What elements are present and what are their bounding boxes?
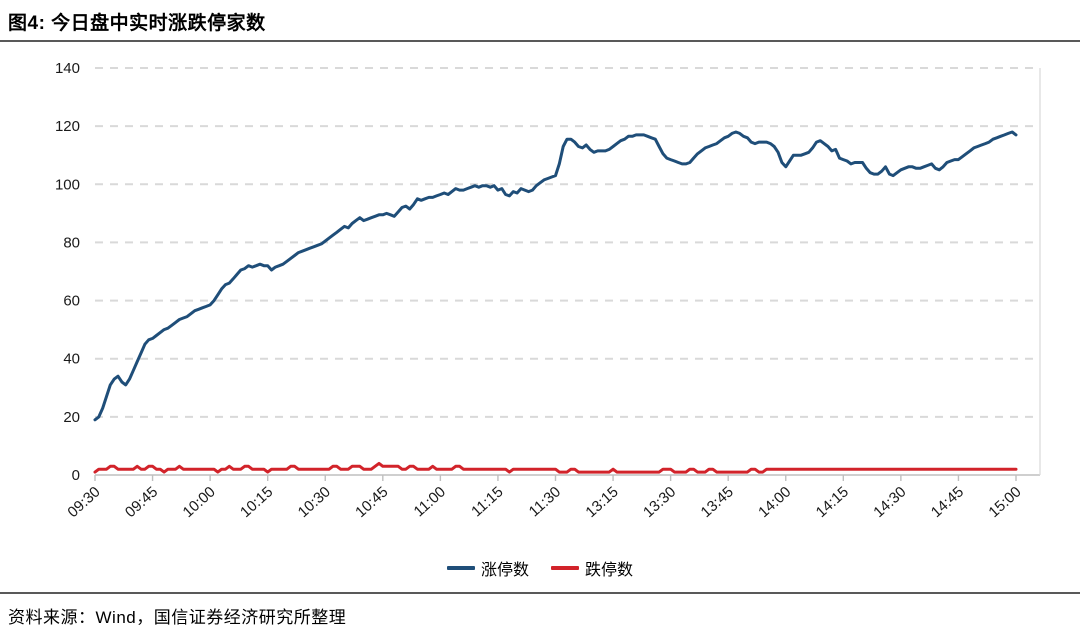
x-axis-label-group: 14:00 xyxy=(755,483,794,521)
x-axis-label-group: 11:00 xyxy=(411,483,449,520)
y-axis-label: 80 xyxy=(63,234,80,251)
x-axis-label-group: 11:30 xyxy=(526,483,564,520)
x-axis-label: 11:15 xyxy=(468,483,506,520)
x-axis-label: 14:15 xyxy=(813,483,852,521)
x-axis-label: 09:45 xyxy=(122,483,161,521)
y-axis-label: 60 xyxy=(63,293,80,310)
x-axis-label: 11:00 xyxy=(411,483,449,520)
chart-legend: 涨停数 跌停数 xyxy=(0,556,1080,580)
limit-up-line-swatch xyxy=(446,566,475,570)
x-axis-label-group: 13:30 xyxy=(640,483,679,521)
x-axis-label: 13:15 xyxy=(582,483,621,521)
limit-down-line-swatch xyxy=(551,566,579,570)
x-axis-label-group: 10:15 xyxy=(237,483,276,521)
x-axis-label: 13:45 xyxy=(698,483,737,521)
x-axis-label: 10:15 xyxy=(237,483,276,521)
y-axis-label: 140 xyxy=(55,60,80,77)
chart-svg: 0 20 40 60 80 100 120 140 09:30 09:45 10:00 10:15 10… xyxy=(55,60,1041,521)
x-axis-label: 13:30 xyxy=(640,483,679,521)
y-axis-label: 20 xyxy=(63,409,80,426)
y-axis-label: 100 xyxy=(55,176,80,193)
limit-up-line xyxy=(93,130,1018,422)
x-axis-label-group: 14:45 xyxy=(928,483,967,521)
x-axis-label-group: 09:30 xyxy=(64,483,103,521)
x-axis-label: 14:30 xyxy=(870,483,909,521)
source-divider xyxy=(0,592,1080,594)
x-axis-label: 14:45 xyxy=(928,483,967,521)
x-axis-label: 10:00 xyxy=(180,483,219,521)
legend-item-limit-up: 涨停数 xyxy=(446,556,529,580)
x-axis-label: 10:45 xyxy=(352,483,391,521)
limit-down-line xyxy=(93,461,1018,474)
title-divider xyxy=(0,40,1080,42)
legend-label-limit-down: 跌停数 xyxy=(585,562,634,579)
x-axis-label-group: 11:15 xyxy=(468,483,506,520)
x-axis-label: 11:30 xyxy=(526,483,564,520)
legend-label-limit-up: 涨停数 xyxy=(480,562,529,579)
x-axis-label-group: 10:45 xyxy=(352,483,391,521)
x-axis-label-group: 15:00 xyxy=(985,483,1024,521)
x-axis-label-group: 14:15 xyxy=(813,483,852,521)
y-axis-label: 40 xyxy=(63,351,80,368)
chart-area: 0 20 40 60 80 100 120 140 09:30 09:45 10:00 10:15 10… xyxy=(0,42,1080,542)
x-axis-label-group: 13:45 xyxy=(698,483,737,521)
y-axis-label: 120 xyxy=(55,118,80,135)
x-axis-label-group: 09:45 xyxy=(122,483,161,521)
x-axis-label-group: 14:30 xyxy=(870,483,909,521)
x-axis-label: 14:00 xyxy=(755,483,794,521)
legend-item-limit-down: 跌停数 xyxy=(551,556,633,580)
x-axis-label: 15:00 xyxy=(985,483,1024,521)
x-axis-label: 10:30 xyxy=(295,483,334,521)
x-axis-label-group: 10:30 xyxy=(295,483,334,521)
x-axis-label-group: 13:15 xyxy=(582,483,621,521)
x-axis-label: 09:30 xyxy=(64,483,103,521)
y-axis-label: 0 xyxy=(72,467,80,484)
source-note: 资料来源：Wind，国信证券经济研究所整理 xyxy=(8,608,347,627)
x-axis-label-group: 10:00 xyxy=(180,483,219,521)
figure-title: 图4: 今日盘中实时涨跌停家数 xyxy=(8,13,266,34)
